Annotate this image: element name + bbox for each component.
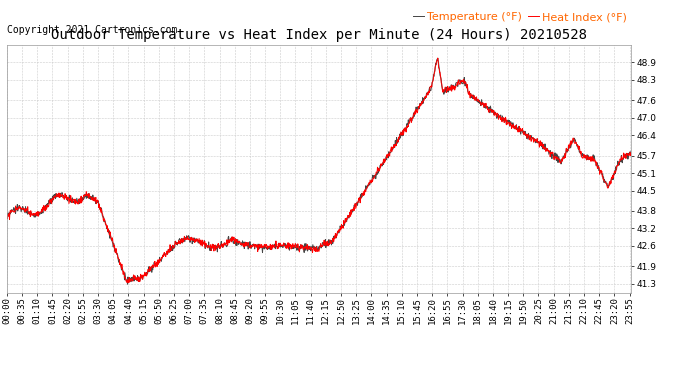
Heat Index (°F) [417,103,425,108]
Temperature (°F) [127,279,135,284]
Temperature (°F) [417,101,425,106]
Temperature (°F) [627,148,635,153]
Temperature (°F) [124,282,132,286]
Temperature (°F) [3,211,11,216]
Heat Index (°F) [3,214,11,219]
Line: Heat Index (°F): Heat Index (°F) [7,58,631,283]
Title: Outdoor Temperature vs Heat Index per Minute (24 Hours) 20210528: Outdoor Temperature vs Heat Index per Mi… [51,28,587,42]
Temperature (°F) [212,247,220,251]
Legend: Temperature (°F), Heat Index (°F): Temperature (°F), Heat Index (°F) [408,8,631,27]
Line: Temperature (°F): Temperature (°F) [7,58,631,284]
Heat Index (°F) [142,271,150,276]
Heat Index (°F) [127,277,135,281]
Heat Index (°F) [627,151,635,155]
Heat Index (°F) [125,280,133,285]
Heat Index (°F) [499,115,507,120]
Temperature (°F) [142,273,150,277]
Heat Index (°F) [434,56,442,60]
Temperature (°F) [434,56,442,60]
Heat Index (°F) [212,245,220,250]
Temperature (°F) [499,119,507,123]
Text: Copyright 2021 Cartronics.com: Copyright 2021 Cartronics.com [7,25,177,35]
Temperature (°F) [554,160,562,165]
Heat Index (°F) [554,157,562,162]
